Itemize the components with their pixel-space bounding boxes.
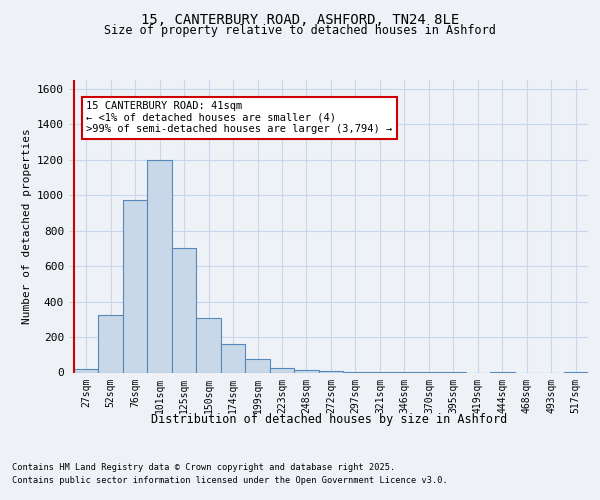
Y-axis label: Number of detached properties: Number of detached properties xyxy=(22,128,32,324)
Bar xyxy=(319,370,343,372)
Text: 15, CANTERBURY ROAD, ASHFORD, TN24 8LE: 15, CANTERBURY ROAD, ASHFORD, TN24 8LE xyxy=(141,12,459,26)
Bar xyxy=(172,248,196,372)
Bar xyxy=(270,368,294,372)
Bar xyxy=(245,359,270,372)
Bar xyxy=(123,200,148,372)
Text: Size of property relative to detached houses in Ashford: Size of property relative to detached ho… xyxy=(104,24,496,37)
Text: Distribution of detached houses by size in Ashford: Distribution of detached houses by size … xyxy=(151,412,507,426)
Text: Contains HM Land Registry data © Crown copyright and database right 2025.: Contains HM Land Registry data © Crown c… xyxy=(12,464,395,472)
Text: Contains public sector information licensed under the Open Government Licence v3: Contains public sector information licen… xyxy=(12,476,448,485)
Bar xyxy=(294,370,319,372)
Bar xyxy=(196,318,221,372)
Text: 15 CANTERBURY ROAD: 41sqm
← <1% of detached houses are smaller (4)
>99% of semi-: 15 CANTERBURY ROAD: 41sqm ← <1% of detac… xyxy=(86,102,392,134)
Bar xyxy=(148,160,172,372)
Bar xyxy=(98,315,123,372)
Bar xyxy=(221,344,245,372)
Bar xyxy=(74,369,98,372)
